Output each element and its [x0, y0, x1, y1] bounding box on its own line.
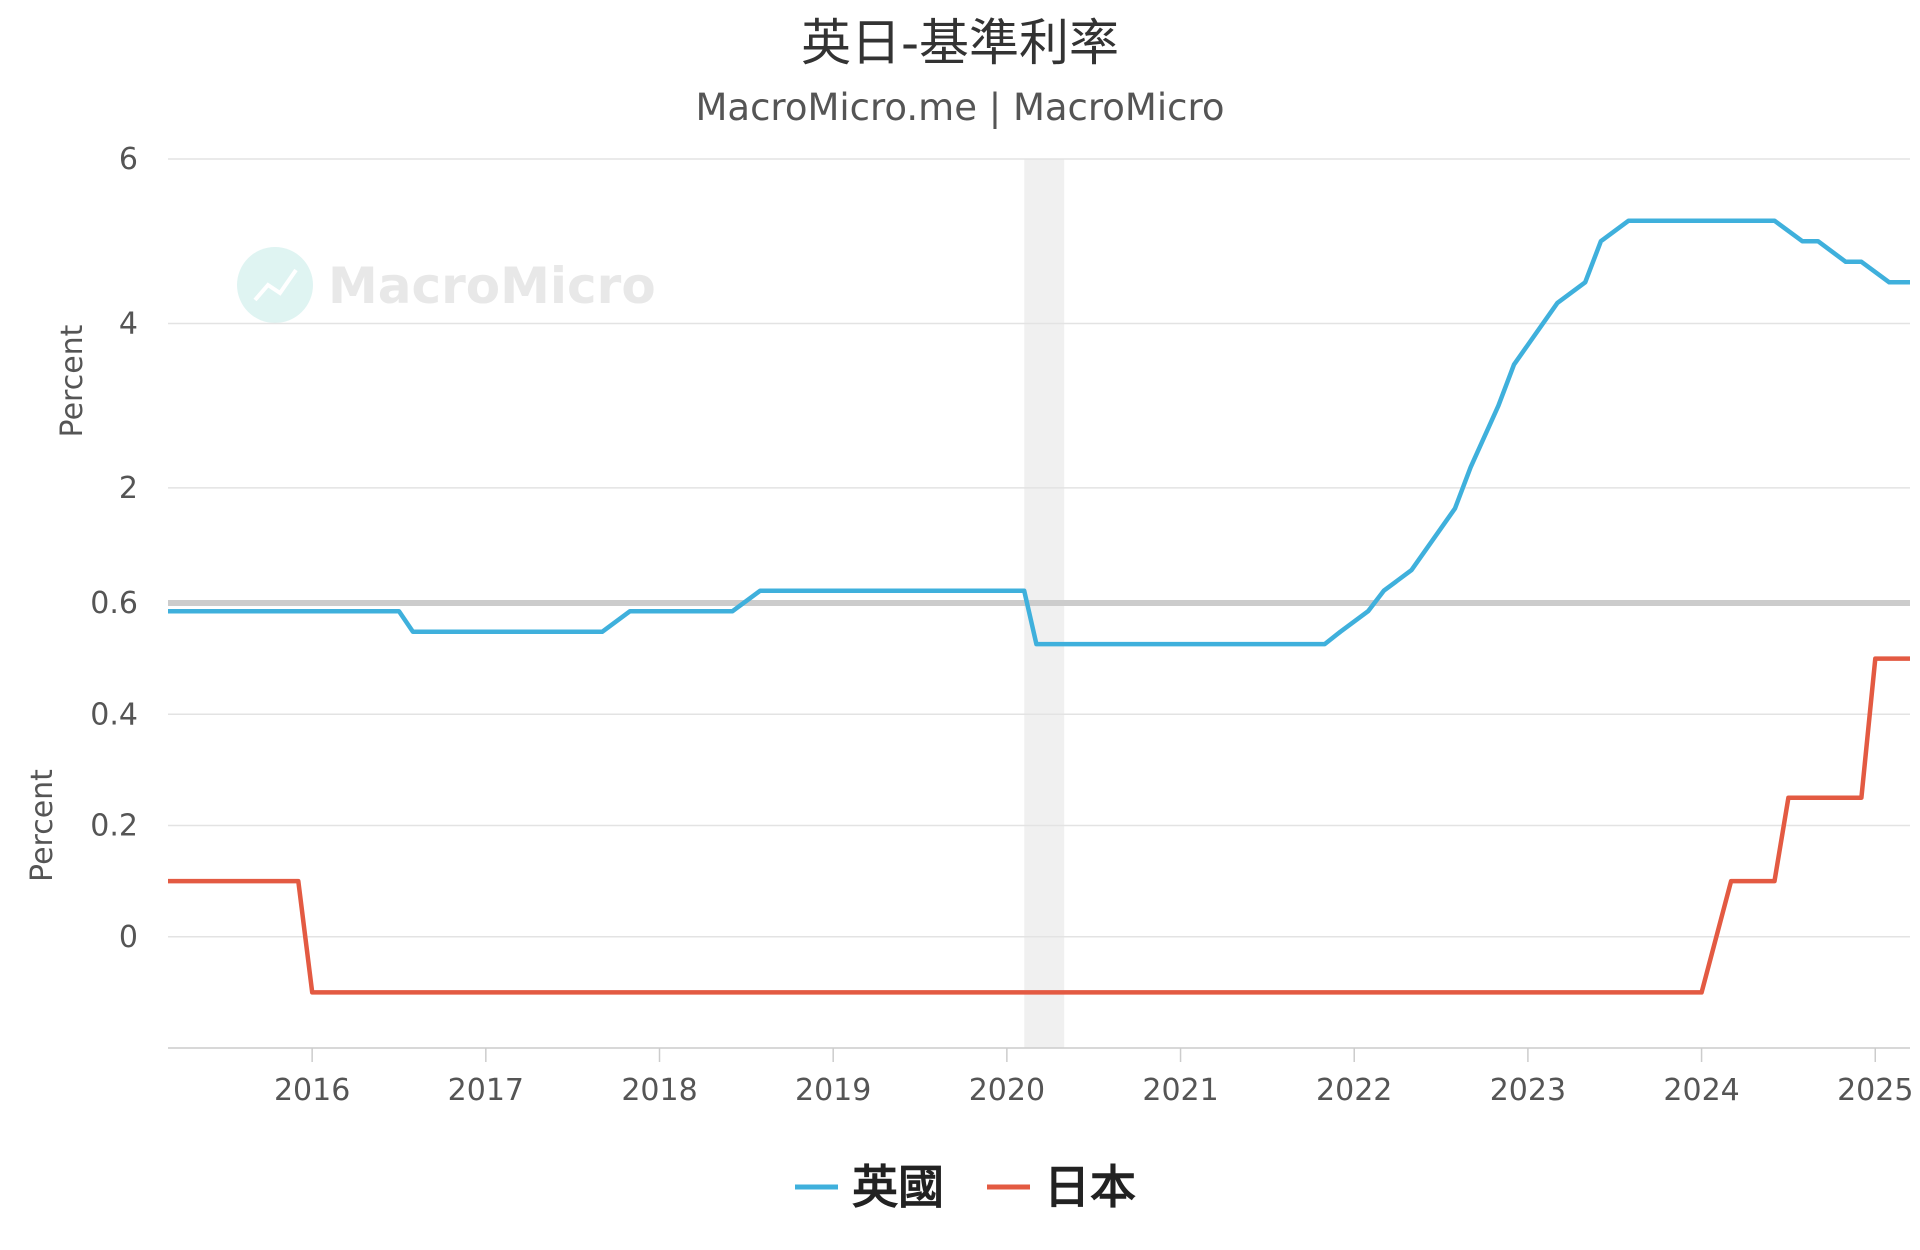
- y-tick-label: 6: [119, 142, 138, 177]
- series-line-uk[interactable]: [168, 218, 1910, 647]
- watermark-text: MacroMicro: [328, 257, 656, 315]
- watermark-logo-glyph: [253, 268, 298, 302]
- x-tick-label: 2024: [1663, 1073, 1739, 1108]
- x-tick-label: 2025: [1837, 1073, 1913, 1108]
- x-tick-label: 2022: [1316, 1073, 1392, 1108]
- watermark-logo: MacroMicro: [237, 247, 656, 323]
- x-tick-label: 2023: [1490, 1073, 1566, 1108]
- x-tick-label: 2017: [448, 1073, 524, 1108]
- legend-label-japan: 日本: [1044, 1160, 1136, 1214]
- chart-subtitle: MacroMicro.me | MacroMicro: [695, 86, 1224, 129]
- x-tick-label: 2019: [795, 1073, 871, 1108]
- y-tick-label: 0.4: [90, 697, 138, 732]
- legend-label-uk: 英國: [852, 1160, 944, 1214]
- y-tick-label: 0: [119, 920, 138, 955]
- series-lines: [168, 218, 1910, 995]
- y-tick-label: 0.2: [90, 809, 138, 844]
- y-axis-title: Percent: [25, 769, 60, 882]
- x-tick-label: 2018: [621, 1073, 697, 1108]
- x-tick-label: 2020: [969, 1073, 1045, 1108]
- y-tick-label: 0.6: [90, 586, 138, 621]
- y-tick-label: 4: [119, 306, 138, 341]
- x-tick-label: 2016: [274, 1073, 350, 1108]
- x-tick-label: 2021: [1142, 1073, 1218, 1108]
- chart-title: 英日-基準利率: [801, 14, 1119, 72]
- y-axis-title: Percent: [55, 324, 90, 437]
- legend-item-uk[interactable]: 英國: [795, 1160, 944, 1214]
- legend: 英國 日本: [795, 1160, 1136, 1214]
- y-tick-label: 2: [119, 471, 138, 506]
- watermark-logo-circle: [237, 247, 313, 323]
- series-line-japan[interactable]: [168, 656, 1910, 995]
- gridlines: [168, 158, 1910, 938]
- y-axes: 6 4 2 0.6 Percent 0.4 0.2 0 Percent: [25, 142, 138, 955]
- legend-item-japan[interactable]: 日本: [987, 1160, 1136, 1214]
- x-axis: 2016 2017 2018 2019 2020 2021 2022 2023 2024 2025: [168, 1047, 1913, 1108]
